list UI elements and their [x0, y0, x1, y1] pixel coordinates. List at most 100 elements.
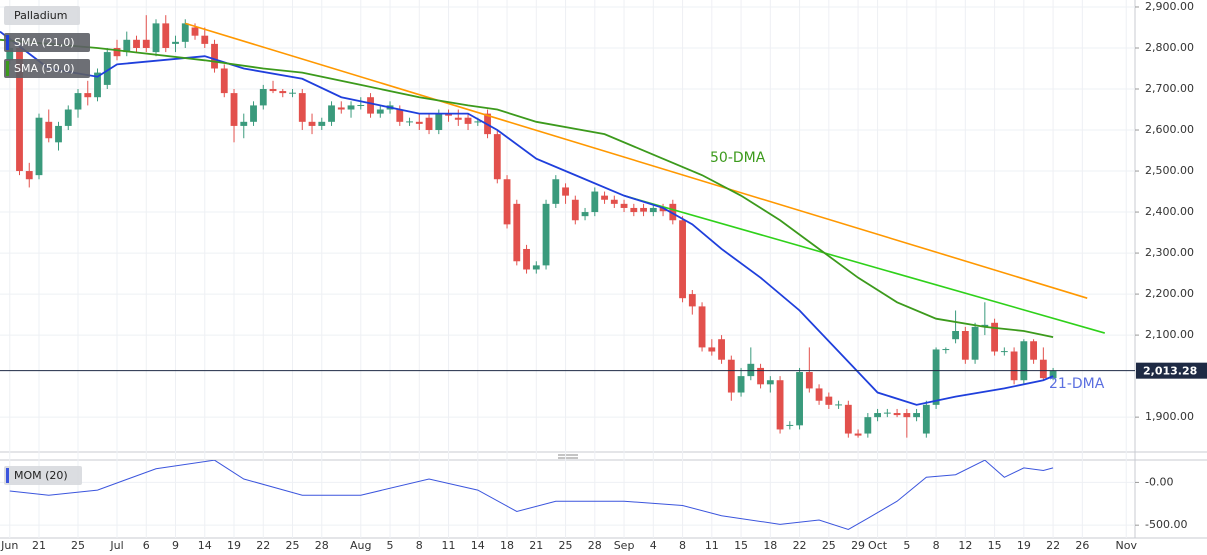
y-tick-label: 2,900.00: [1145, 0, 1194, 13]
x-tick-label: 19: [1017, 539, 1031, 552]
momentum-panel: [9, 460, 1054, 530]
candle-body: [445, 113, 452, 116]
x-tick-label: 22: [793, 539, 807, 552]
candle-body: [1000, 351, 1008, 353]
candle-body: [396, 109, 404, 122]
x-tick-label: 19: [227, 539, 241, 552]
candle-body: [367, 97, 374, 114]
x-tick-label: 5: [903, 539, 910, 552]
candle-body: [318, 121, 326, 126]
candle-body: [981, 324, 989, 327]
y-tick-label: 1,900.00: [1145, 410, 1194, 423]
candle-body: [1020, 341, 1028, 381]
sma-line: [0, 38, 1054, 339]
candle-body: [454, 117, 462, 120]
candle-body: [718, 339, 725, 360]
legend-label: Palladium: [14, 9, 67, 22]
candle-body: [932, 349, 940, 405]
y-tick-label: 2,400.00: [1145, 205, 1194, 218]
candle-body: [640, 207, 647, 212]
candle-body: [308, 121, 316, 126]
x-tick-label: 26: [1075, 539, 1089, 552]
price-label: 2,013.28: [1143, 365, 1197, 378]
candle-body: [922, 404, 930, 434]
x-tick-label: 28: [588, 539, 602, 552]
candle-body: [727, 359, 735, 393]
candle-body: [357, 105, 365, 107]
drag-handle[interactable]: [558, 454, 578, 459]
x-tick-label: 15: [734, 539, 748, 552]
candle-body: [425, 117, 433, 131]
candle-body: [464, 117, 472, 124]
candle-body: [74, 93, 82, 110]
candle-body: [776, 380, 784, 430]
candle-body: [503, 179, 511, 225]
candle-body: [825, 396, 833, 405]
candle-body: [162, 23, 170, 48]
x-tick-label: 11: [705, 539, 719, 552]
x-tick-label: Jul: [109, 539, 123, 552]
candle-body: [347, 105, 355, 110]
x-tick-label: Oct: [868, 539, 888, 552]
candle-body: [620, 203, 628, 208]
legend-label: SMA (50,0): [14, 62, 75, 75]
candle-body: [610, 199, 618, 204]
candle-body: [815, 388, 823, 401]
x-tick-label: 22: [1046, 539, 1060, 552]
candle-body: [1010, 351, 1018, 381]
candle-body: [854, 433, 862, 436]
candle-body: [952, 331, 959, 340]
candle-body: [991, 322, 999, 352]
y-tick-label: 2,500.00: [1145, 164, 1194, 177]
candle-body: [630, 207, 638, 213]
candle-body: [35, 117, 43, 176]
trend-line: [623, 194, 1105, 334]
x-tick-label: 4: [650, 539, 657, 552]
x-tick-label: 18: [763, 539, 777, 552]
candle-body: [864, 417, 872, 434]
grid: [0, 0, 1135, 538]
x-tick-label: 21: [529, 539, 543, 552]
x-tick-label: 28: [315, 539, 329, 552]
x-tick-label: 8: [679, 539, 686, 552]
candle-body: [747, 363, 755, 377]
x-tick-label: 14: [471, 539, 485, 552]
momentum-line: [9, 460, 1054, 530]
candle-body: [298, 93, 306, 122]
candle-body: [84, 93, 92, 98]
x-tick-label: 18: [500, 539, 514, 552]
candle-body: [191, 27, 199, 36]
x-tick-label: Aug: [350, 539, 371, 552]
candle-body: [844, 404, 852, 434]
candle-body: [259, 89, 267, 106]
candle-body: [289, 92, 296, 94]
price-tag: [1136, 362, 1207, 379]
candle-body: [435, 113, 443, 131]
candle-body: [1030, 341, 1038, 360]
candle-body: [835, 404, 842, 406]
candle-body: [874, 413, 881, 418]
x-tick-label: 8: [933, 539, 940, 552]
x-tick-label: 21: [32, 539, 46, 552]
candle-body: [552, 179, 560, 204]
candle-body: [142, 39, 150, 48]
candle-body: [698, 306, 706, 348]
candle-body: [6, 47, 14, 61]
candle-body: [1039, 359, 1047, 379]
y-tick-label: -0.00: [1145, 475, 1173, 488]
candle-body: [913, 413, 920, 418]
x-tick-label: 29: [851, 539, 865, 552]
legend-swatch: [6, 61, 9, 76]
candle-body: [123, 39, 131, 53]
candle-body: [113, 47, 121, 57]
candle-body: [16, 47, 23, 172]
candle-body: [708, 347, 716, 352]
candle-body: [25, 171, 33, 180]
candle-body: [337, 107, 345, 110]
candle-body: [220, 68, 228, 94]
candle-body: [230, 93, 238, 126]
candle-body: [45, 121, 53, 139]
